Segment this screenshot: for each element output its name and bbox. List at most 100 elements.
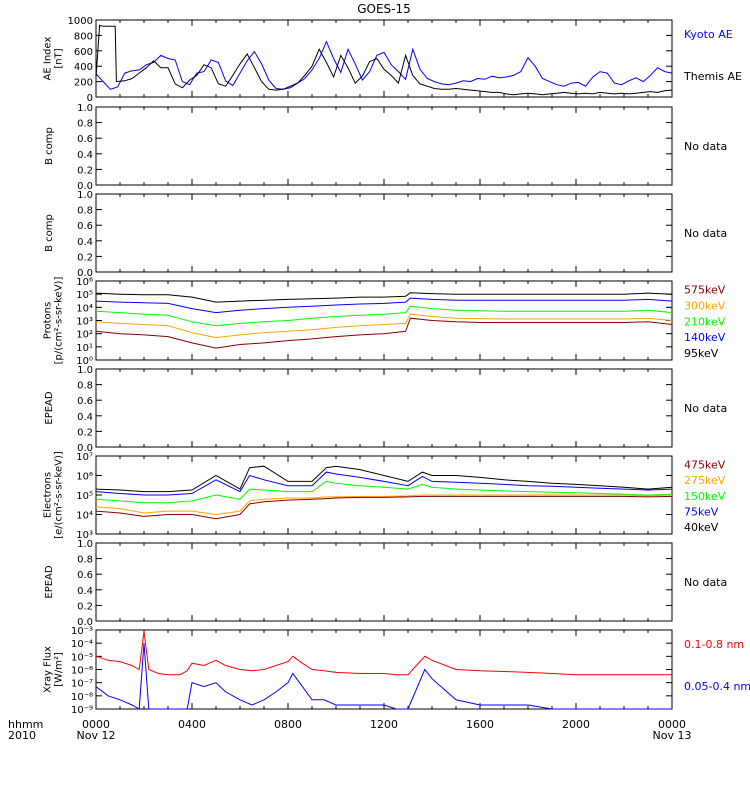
y-tick-label: 1.0: [77, 365, 93, 376]
legend-label: Themis AE: [683, 70, 742, 83]
legend-label: 210keV: [684, 315, 726, 328]
chart-title: GOES-15: [357, 2, 411, 16]
x-tick-label: 1200: [370, 718, 398, 731]
y-tick-label: 0.2: [77, 427, 93, 438]
y-axis-label: B comp: [44, 127, 55, 165]
y-tick-label: 0.2: [77, 601, 93, 612]
panel-frame: [96, 107, 672, 185]
y-tick-label: 800: [74, 31, 93, 42]
x-tick-label: 0400: [178, 718, 206, 731]
no-data-label: No data: [684, 227, 727, 240]
y-axis-label: EPEAD: [44, 391, 55, 425]
panel-frame: [96, 630, 672, 709]
panel-frame: [96, 369, 672, 447]
legend-label: 150keV: [684, 490, 726, 503]
x-tick-label: 2000: [562, 718, 590, 731]
panel-frame: [96, 194, 672, 272]
x-tick-label: 1600: [466, 718, 494, 731]
legend-label: 40keV: [684, 521, 719, 534]
panel-electrons: 10³10⁴10⁵10⁶10⁷Electrons[e/(cm²-s-sr-keV…: [43, 451, 726, 541]
y-tick-label: 0.4: [77, 150, 93, 161]
y-tick-label: 0.6: [77, 134, 93, 145]
legend-label: 0.05-0.4 nm: [684, 680, 750, 693]
legend-label: 300keV: [684, 299, 726, 312]
y-tick-label: 0.8: [77, 555, 93, 566]
y-tick-label: 0.4: [77, 412, 93, 423]
panel-xray: 10⁻⁹ 10⁻⁸ 10⁻⁷ 10⁻⁶ 10⁻⁵ 10⁻⁴ 10⁻³ Xray Flux[W/…: [43, 626, 750, 716]
no-data-label: No data: [684, 140, 727, 153]
series-line-0-05-0-4-nm: [96, 643, 672, 709]
y-tick-label: 600: [74, 47, 93, 58]
legend-label: 0.1-0.8 nm: [684, 638, 744, 651]
y-tick-label: 400: [74, 62, 93, 73]
no-data-label: No data: [684, 402, 727, 415]
y-tick-label: 10⁻⁶: [71, 666, 93, 677]
y-tick-label: 0.2: [77, 165, 93, 176]
legend-label: 95keV: [684, 347, 719, 360]
legend-label: 275keV: [684, 474, 726, 487]
y-tick-label: 10⁴: [76, 511, 93, 522]
y-tick-label: 1000: [68, 16, 93, 27]
date-label: Nov 12: [77, 729, 116, 742]
y-axis-label: [W/m²]: [54, 652, 65, 687]
y-tick-label: 1.0: [77, 539, 93, 550]
y-tick-label: 10⁻⁵: [71, 652, 93, 663]
y-axis-label: EPEAD: [44, 565, 55, 599]
y-tick-label: 10¹: [76, 343, 93, 354]
y-tick-label: 10⁻⁹: [71, 705, 93, 716]
y-tick-label: 0.8: [77, 381, 93, 392]
y-tick-label: 0.6: [77, 570, 93, 581]
series-line-0-1-0-8-nm: [96, 631, 672, 674]
y-axis-label: Xray Flux: [43, 646, 54, 693]
y-axis-label: Protons: [43, 302, 54, 339]
y-axis-label: [e/(cm²-s-sr-keV)]: [54, 451, 65, 539]
y-tick-label: 200: [74, 78, 93, 89]
y-tick-label: 10⁴: [76, 303, 93, 314]
time-corner-bottom: 2010: [8, 729, 36, 742]
series-line-themis-ae: [96, 25, 672, 94]
y-tick-label: 10⁵: [76, 491, 93, 502]
y-tick-label: 10⁻⁴: [71, 639, 93, 650]
y-axis-label: [p/(cm²-s-sr-keV)]: [54, 277, 65, 365]
legend-label: 575keV: [684, 284, 726, 297]
x-tick-label: 0800: [274, 718, 302, 731]
y-tick-label: 10⁻⁷: [71, 679, 93, 690]
series-line-140kev: [96, 298, 672, 313]
y-axis-label: AE Index: [43, 36, 54, 80]
panel-frame: [96, 543, 672, 621]
legend-label: 75keV: [684, 505, 719, 518]
legend-label: Kyoto AE: [684, 28, 733, 41]
y-axis-label: B comp: [44, 214, 55, 252]
y-tick-label: 10⁶: [76, 277, 93, 288]
series-line-575kev: [96, 318, 672, 348]
series-line-kyoto-ae: [96, 42, 672, 90]
y-tick-label: 1.0: [77, 190, 93, 201]
y-tick-label: 0.8: [77, 206, 93, 217]
y-tick-label: 0.4: [77, 237, 93, 248]
no-data-label: No data: [684, 576, 727, 589]
y-tick-label: 10⁻³: [71, 626, 93, 637]
y-axis-label: Electrons: [43, 472, 54, 518]
y-tick-label: 0.2: [77, 252, 93, 263]
y-tick-label: 0.8: [77, 119, 93, 130]
y-tick-label: 10⁵: [76, 290, 93, 301]
y-tick-label: 10⁶: [76, 472, 93, 483]
y-axis-label: [nT]: [54, 48, 65, 68]
series-line-475kev: [96, 496, 672, 518]
y-tick-label: 10³: [76, 317, 93, 328]
y-tick-label: 1.0: [77, 103, 93, 114]
y-tick-label: 10⁻⁸: [71, 692, 93, 703]
y-tick-label: 10⁷: [76, 452, 93, 463]
y-tick-label: 0.6: [77, 396, 93, 407]
legend-label: 140keV: [684, 331, 726, 344]
panel-protons: 10⁰10¹10²10³10⁴10⁵10⁶Protons[p/(cm²-s-sr…: [43, 277, 726, 367]
series-line-275kev: [96, 495, 672, 515]
